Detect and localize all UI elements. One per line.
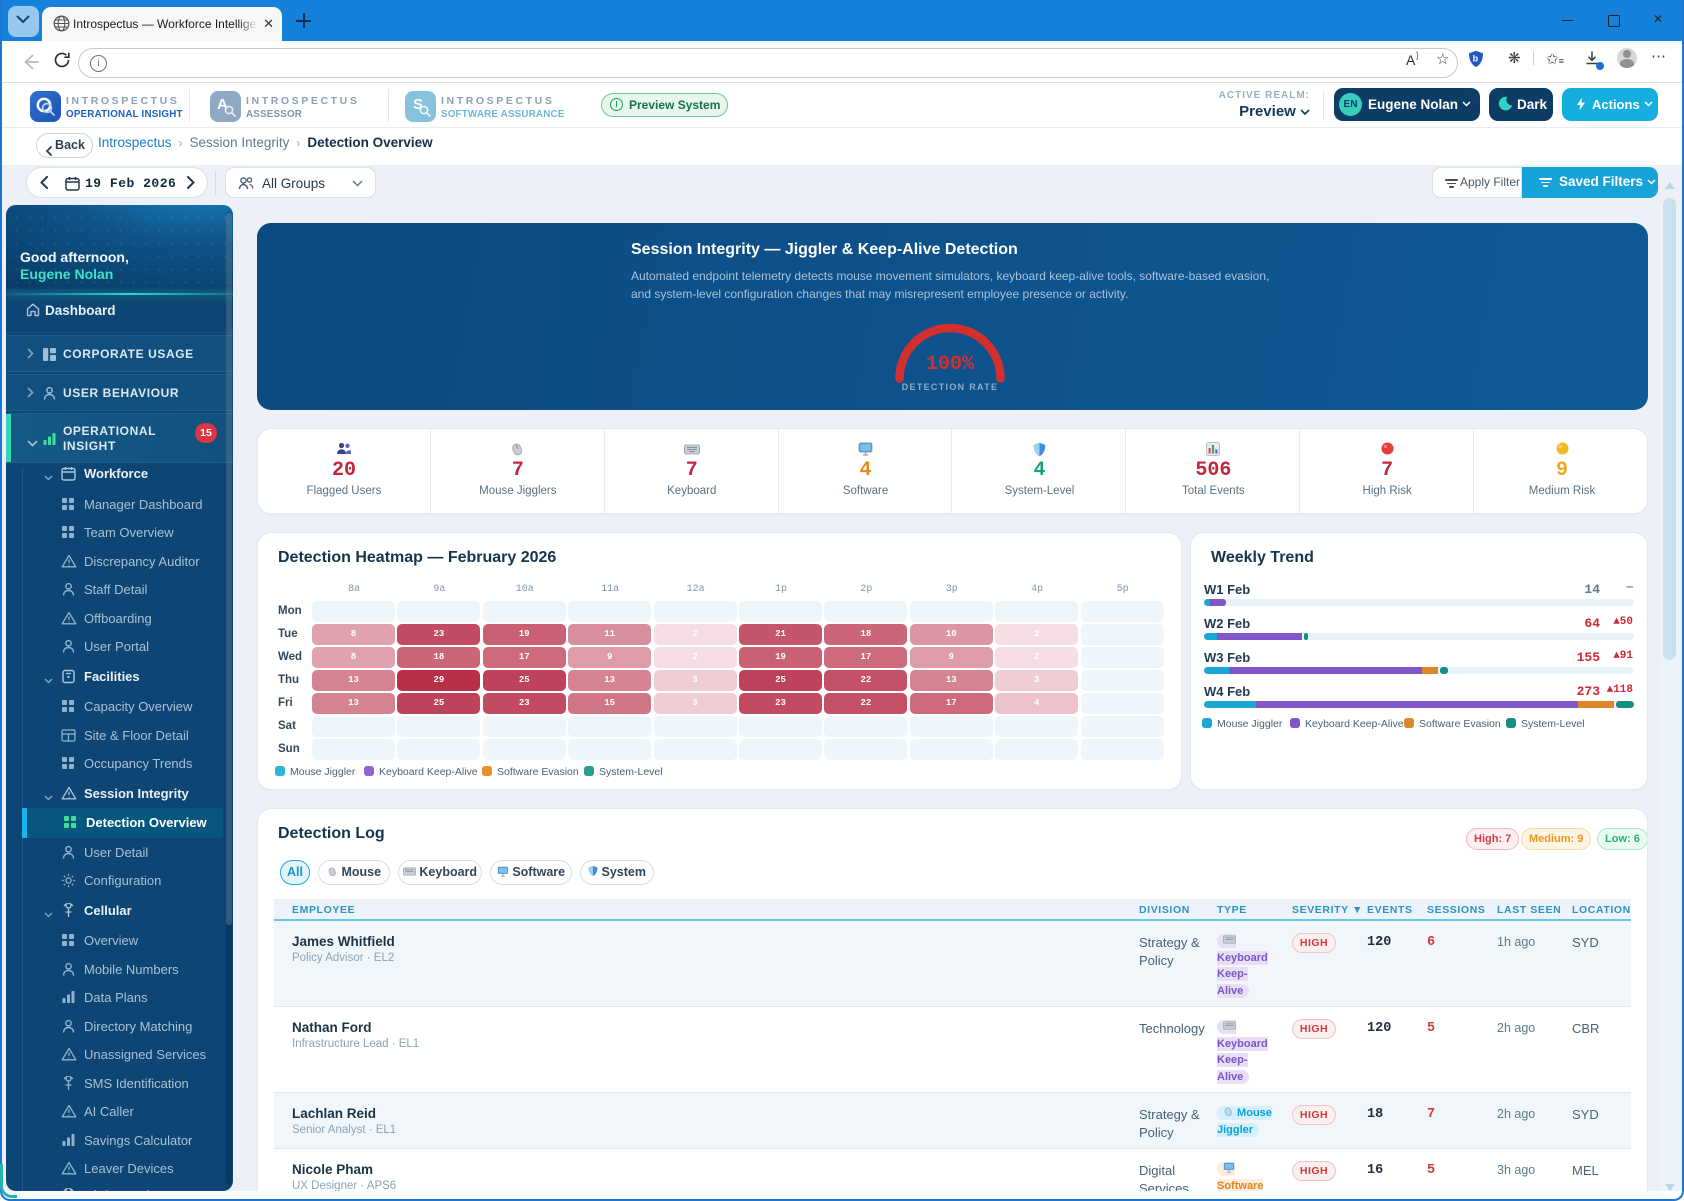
svg-text:b: b <box>1473 54 1479 64</box>
